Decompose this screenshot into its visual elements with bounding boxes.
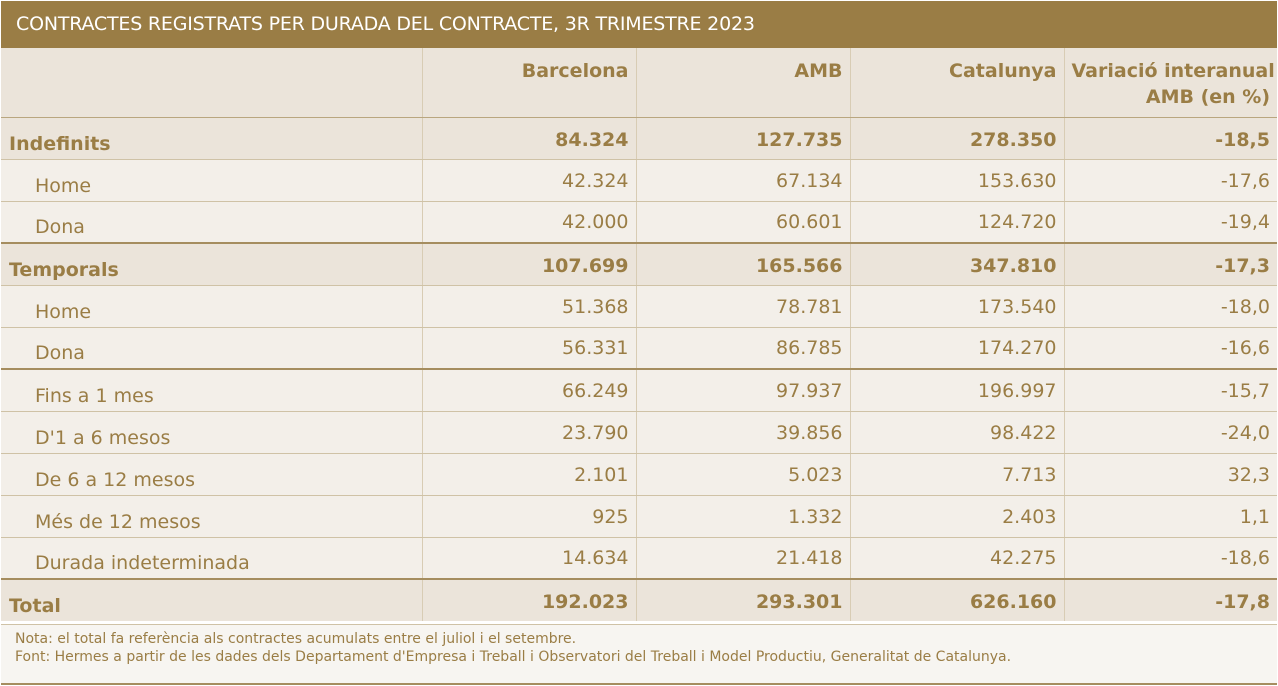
row-label: Total: [1, 578, 423, 621]
cell-variacio: -18,5: [1064, 117, 1277, 160]
row-label: Indefinits: [1, 117, 423, 160]
table-notes: Nota: el total fa referència als contrac…: [1, 624, 1277, 685]
cell-variacio: 32,3: [1064, 453, 1277, 496]
cell-barcelona: 56.331: [422, 327, 637, 370]
table-row: Indefinits 84.324 127.735 278.350 -18,5: [1, 117, 1277, 160]
table-row: Més de 12 mesos 925 1.332 2.403 1,1: [1, 495, 1277, 538]
cell-catalunya: 98.422: [850, 411, 1065, 454]
cell-amb: 60.601: [636, 201, 851, 244]
cell-barcelona: 66.249: [422, 368, 637, 412]
row-label: Temporals: [1, 242, 423, 286]
note-text: Nota: el total fa referència als contrac…: [15, 631, 577, 647]
table-row: Dona 42.000 60.601 124.720 -19,4: [1, 201, 1277, 244]
header-empty: [1, 48, 423, 118]
cell-catalunya: 278.350: [850, 117, 1065, 160]
table-row: Durada indeterminada 14.634 21.418 42.27…: [1, 537, 1277, 580]
cell-amb: 1.332: [636, 495, 851, 538]
cell-catalunya: 42.275: [850, 537, 1065, 580]
cell-barcelona: 42.324: [422, 159, 637, 202]
cell-barcelona: 14.634: [422, 537, 637, 580]
cell-variacio: -24,0: [1064, 411, 1277, 454]
cell-catalunya: 2.403: [850, 495, 1065, 538]
table-row: Temporals 107.699 165.566 347.810 -17,3: [1, 242, 1277, 286]
header-amb: AMB: [636, 48, 851, 118]
table-row: D'1 a 6 mesos 23.790 39.856 98.422 -24,0: [1, 411, 1277, 454]
total-row: Total 192.023 293.301 626.160 -17,8: [1, 578, 1277, 621]
cell-variacio: -17,8: [1064, 578, 1277, 621]
row-label: De 6 a 12 mesos: [1, 453, 423, 496]
contracts-table: Barcelona AMB Catalunya Variació interan…: [1, 48, 1277, 621]
cell-variacio: -16,6: [1064, 327, 1277, 370]
cell-catalunya: 7.713: [850, 453, 1065, 496]
table-row: Home 42.324 67.134 153.630 -17,6: [1, 159, 1277, 202]
row-label: Dona: [1, 201, 423, 244]
table-title: CONTRACTES REGISTRATS PER DURADA DEL CON…: [1, 1, 1277, 48]
cell-barcelona: 2.101: [422, 453, 637, 496]
table-row: Home 51.368 78.781 173.540 -18,0: [1, 285, 1277, 328]
cell-barcelona: 192.023: [422, 578, 637, 621]
cell-catalunya: 153.630: [850, 159, 1065, 202]
row-label: Dona: [1, 327, 423, 370]
cell-catalunya: 174.270: [850, 327, 1065, 370]
cell-amb: 165.566: [636, 242, 851, 286]
cell-amb: 5.023: [636, 453, 851, 496]
cell-amb: 97.937: [636, 368, 851, 412]
header-catalunya: Catalunya: [850, 48, 1065, 118]
cell-barcelona: 107.699: [422, 242, 637, 286]
cell-barcelona: 925: [422, 495, 637, 538]
cell-amb: 39.856: [636, 411, 851, 454]
cell-catalunya: 124.720: [850, 201, 1065, 244]
cell-amb: 86.785: [636, 327, 851, 370]
header-variacio: Variació interanual AMB (en %): [1064, 48, 1277, 118]
cell-catalunya: 347.810: [850, 242, 1065, 286]
cell-barcelona: 42.000: [422, 201, 637, 244]
row-label: Més de 12 mesos: [1, 495, 423, 538]
cell-catalunya: 626.160: [850, 578, 1065, 621]
header-row: Barcelona AMB Catalunya Variació interan…: [1, 48, 1277, 118]
cell-amb: 293.301: [636, 578, 851, 621]
table-row: Dona 56.331 86.785 174.270 -16,6: [1, 327, 1277, 370]
row-label: Fins a 1 mes: [1, 368, 423, 412]
row-label: Home: [1, 285, 423, 328]
header-barcelona: Barcelona: [422, 48, 637, 118]
cell-variacio: -17,6: [1064, 159, 1277, 202]
header-variacio-line1: Variació interanual: [1071, 60, 1275, 82]
row-label: Home: [1, 159, 423, 202]
cell-variacio: -17,3: [1064, 242, 1277, 286]
cell-variacio: -18,6: [1064, 537, 1277, 580]
source-text: Font: Hermes a partir de les dades dels …: [15, 649, 1012, 665]
cell-catalunya: 173.540: [850, 285, 1065, 328]
table-row: Fins a 1 mes 66.249 97.937 196.997 -15,7: [1, 368, 1277, 412]
cell-catalunya: 196.997: [850, 368, 1065, 412]
header-variacio-line2: AMB (en %): [1145, 86, 1270, 108]
cell-amb: 127.735: [636, 117, 851, 160]
table-row: De 6 a 12 mesos 2.101 5.023 7.713 32,3: [1, 453, 1277, 496]
cell-variacio: -19,4: [1064, 201, 1277, 244]
cell-amb: 21.418: [636, 537, 851, 580]
cell-amb: 67.134: [636, 159, 851, 202]
cell-barcelona: 51.368: [422, 285, 637, 328]
cell-amb: 78.781: [636, 285, 851, 328]
row-label: Durada indeterminada: [1, 537, 423, 580]
cell-variacio: -18,0: [1064, 285, 1277, 328]
cell-variacio: -15,7: [1064, 368, 1277, 412]
cell-barcelona: 23.790: [422, 411, 637, 454]
cell-variacio: 1,1: [1064, 495, 1277, 538]
row-label: D'1 a 6 mesos: [1, 411, 423, 454]
cell-barcelona: 84.324: [422, 117, 637, 160]
